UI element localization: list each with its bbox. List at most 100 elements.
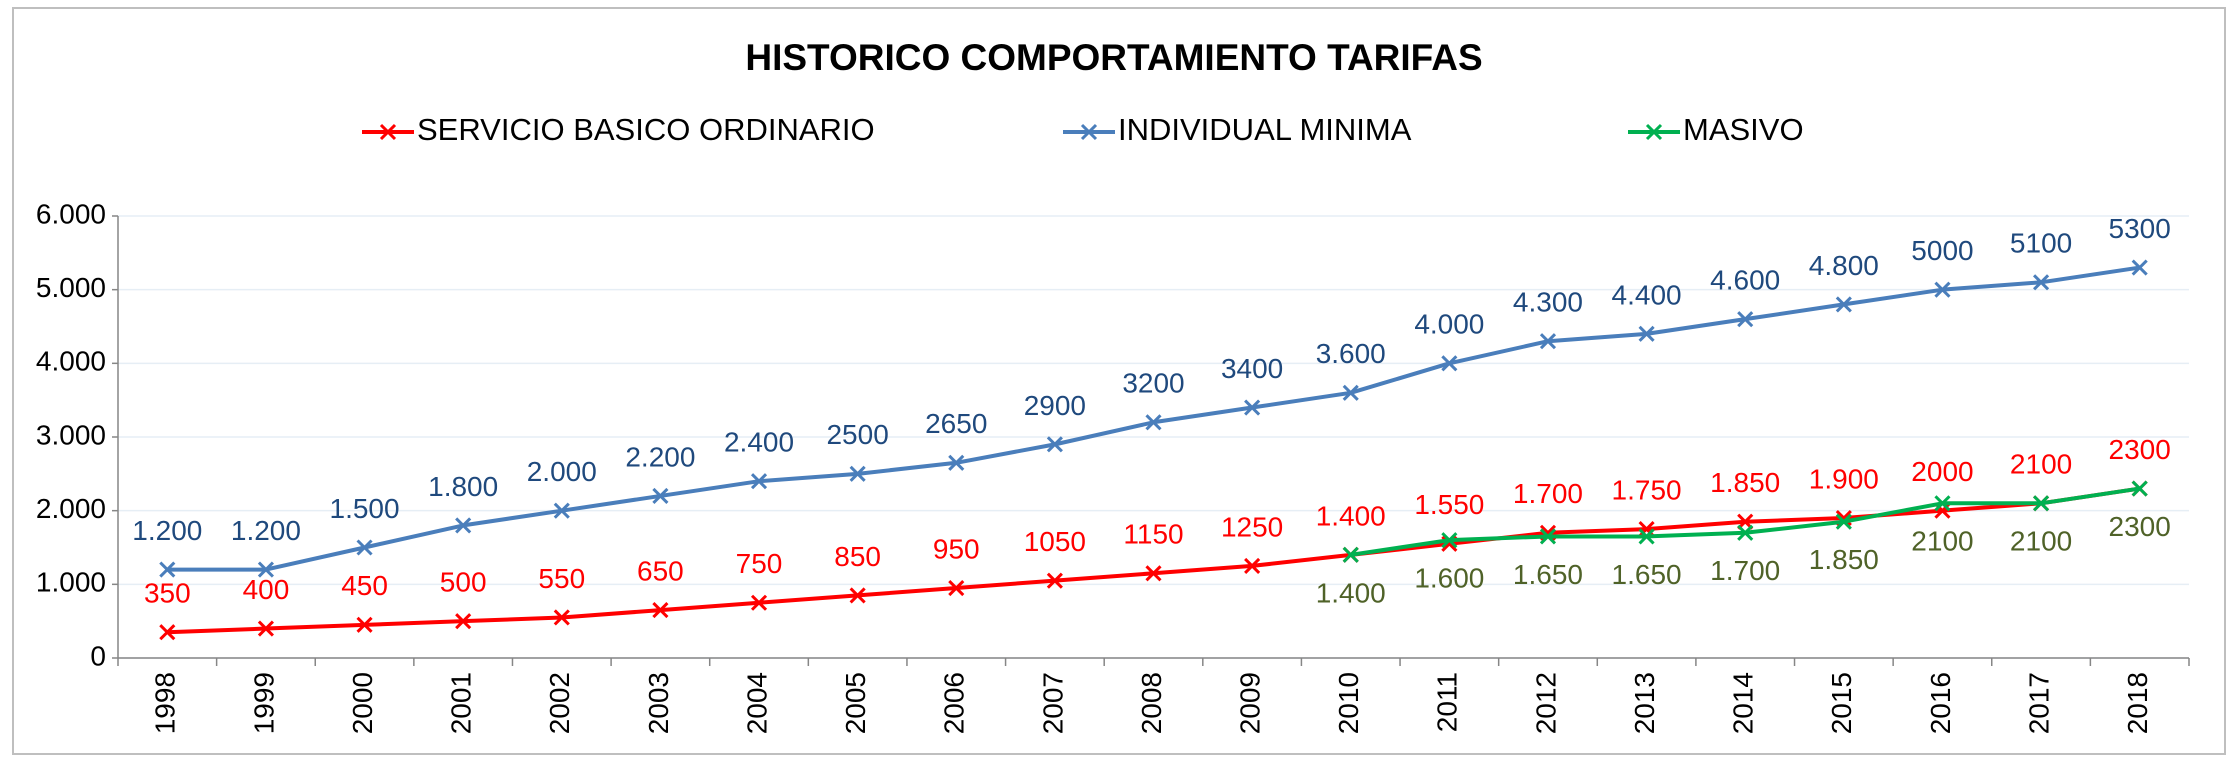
marker [1342, 546, 1359, 563]
x-tick-label: 2013 [1629, 672, 1660, 734]
data-label: 950 [933, 533, 980, 564]
data-label: 1250 [1221, 511, 1283, 542]
marker [356, 539, 373, 556]
marker [1737, 524, 1754, 541]
marker [948, 579, 965, 597]
data-label: 1.800 [428, 471, 498, 502]
marker [1145, 565, 1162, 582]
marker [1342, 384, 1359, 401]
x-tick-label: 2001 [446, 672, 477, 734]
marker [2131, 259, 2148, 276]
data-label: 2100 [2010, 526, 2072, 557]
x-tick-label: 2014 [1728, 672, 1759, 734]
y-tick-label: 5.000 [36, 272, 106, 303]
data-label: 3200 [1122, 368, 1184, 399]
data-label: 2100 [1911, 526, 1973, 557]
data-label: 5100 [2010, 228, 2072, 259]
marker [1835, 296, 1852, 313]
data-label: 2.400 [724, 427, 794, 458]
data-label: 3400 [1221, 353, 1283, 384]
y-tick-label: 3.000 [36, 419, 106, 450]
marker [849, 465, 866, 482]
marker [1046, 572, 1063, 589]
marker [652, 487, 669, 504]
marker [1934, 495, 1951, 512]
marker [849, 587, 866, 604]
x-tick-label: 2016 [1925, 672, 1956, 734]
marker [1835, 513, 1852, 530]
marker [379, 123, 397, 141]
data-label: 1.700 [1513, 478, 1583, 509]
data-label: 850 [834, 541, 881, 572]
marker [356, 616, 373, 633]
x-tick-label: 2006 [939, 672, 970, 734]
x-tick-label: 2008 [1136, 672, 1167, 734]
marker [1244, 557, 1261, 574]
data-label: 1.750 [1612, 474, 1682, 505]
marker [1080, 123, 1098, 141]
x-tick-label: 2002 [544, 672, 575, 734]
data-label: 1.500 [330, 493, 400, 524]
data-label: 4.800 [1809, 250, 1879, 281]
marker [1638, 325, 1655, 342]
marker [1645, 123, 1663, 141]
x-tick-label: 2015 [1826, 672, 1857, 734]
data-label: 1.600 [1414, 563, 1484, 594]
marker [750, 473, 768, 490]
data-label: 1.550 [1414, 489, 1484, 520]
marker [1539, 333, 1557, 350]
data-label: 550 [538, 563, 585, 594]
data-label: 2.200 [625, 441, 695, 472]
x-tick-label: 2003 [643, 672, 674, 734]
data-label: 650 [637, 556, 684, 587]
data-label: 4.400 [1612, 279, 1682, 310]
data-label: 1.850 [1809, 544, 1879, 575]
data-label: 1.400 [1316, 500, 1386, 531]
x-tick-label: 2018 [2122, 672, 2153, 734]
marker [257, 620, 274, 637]
data-label: 1.900 [1809, 463, 1879, 494]
x-tick-label: 2010 [1333, 672, 1364, 734]
chart-title: HISTORICO COMPORTAMIENTO TARIFAS [745, 37, 1482, 78]
marker [257, 561, 274, 578]
y-tick-label: 2.000 [36, 493, 106, 524]
marker [553, 502, 570, 519]
data-label: 1.200 [231, 515, 301, 546]
data-label: 400 [243, 574, 290, 605]
legend-label: MASIVO [1683, 112, 1804, 147]
data-label: 5000 [1911, 235, 1973, 266]
data-label: 1.400 [1316, 577, 1386, 608]
marker [159, 561, 176, 578]
marker [1441, 532, 1458, 549]
x-tick-label: 2012 [1530, 672, 1561, 734]
marker [750, 594, 768, 611]
legend-label: SERVICIO BASICO ORDINARIO [417, 112, 875, 147]
x-tick-label: 1998 [150, 672, 181, 734]
marker [1638, 528, 1655, 545]
x-tick-label: 2017 [2023, 672, 2054, 734]
marker [2033, 495, 2050, 512]
x-tick-label: 2005 [840, 672, 871, 734]
data-label: 5300 [2109, 213, 2171, 244]
data-label: 2300 [2109, 434, 2171, 465]
data-label: 4.300 [1513, 287, 1583, 318]
marker [455, 517, 472, 534]
data-label: 1.200 [132, 515, 202, 546]
data-label: 1.650 [1612, 559, 1682, 590]
data-label: 1.650 [1513, 559, 1583, 590]
marker [652, 602, 669, 619]
y-tick-label: 6.000 [36, 198, 106, 229]
marker [1441, 355, 1458, 372]
marker [1244, 399, 1261, 416]
data-label: 2500 [826, 419, 888, 450]
x-tick-label: 2007 [1037, 672, 1068, 734]
data-label: 750 [736, 548, 783, 579]
data-label: 2300 [2109, 511, 2171, 542]
x-tick-label: 2004 [741, 672, 772, 734]
marker [948, 454, 965, 471]
marker [2033, 274, 2050, 291]
marker [553, 609, 570, 626]
y-tick-label: 0 [90, 640, 106, 671]
data-label: 350 [144, 578, 191, 609]
